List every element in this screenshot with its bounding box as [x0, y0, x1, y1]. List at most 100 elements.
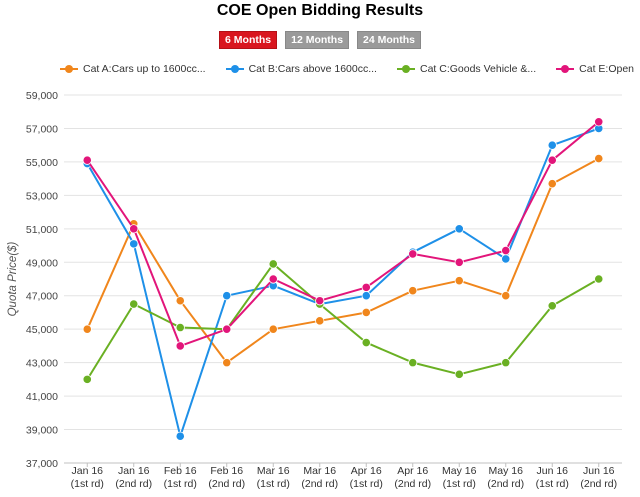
y-tick-label: 49,000	[26, 257, 58, 269]
x-tick-label: (1st rd)	[350, 478, 383, 490]
data-point-cat-e	[268, 274, 278, 284]
y-tick-label: 45,000	[26, 324, 58, 336]
y-tick-label: 51,000	[26, 224, 58, 236]
legend-marker-cat-a	[60, 64, 78, 74]
range-button-24-months[interactable]: 24 Months	[357, 31, 421, 49]
data-point-cat-c	[361, 337, 371, 348]
data-point-cat-a	[175, 296, 185, 306]
data-point-cat-b	[454, 224, 464, 234]
x-tick-label: Feb 16	[210, 465, 243, 477]
data-point-cat-c	[129, 299, 139, 309]
y-tick-label: 39,000	[26, 425, 58, 437]
y-tick-label: 53,000	[26, 190, 58, 202]
data-point-cat-a	[594, 153, 604, 164]
data-point-cat-b	[175, 431, 185, 441]
y-tick-label: 59,000	[26, 90, 58, 102]
data-point-cat-c	[175, 322, 185, 333]
x-tick-label: May 16	[442, 465, 477, 477]
x-tick-label: May 16	[489, 465, 524, 477]
data-point-cat-b	[222, 291, 232, 301]
data-point-cat-e	[408, 249, 418, 259]
legend-label-cat-a: Cat A:Cars up to 1600cc...	[83, 63, 206, 75]
data-point-cat-b	[547, 140, 557, 150]
y-tick-label: 47,000	[26, 291, 58, 303]
legend-label-cat-b: Cat B:Cars above 1600cc...	[248, 63, 377, 75]
data-point-cat-c	[408, 358, 418, 368]
x-tick-label: (2nd rd)	[487, 478, 524, 490]
legend-label-cat-e: Cat E:Open	[579, 63, 635, 75]
x-tick-label: (2nd rd)	[580, 478, 617, 490]
data-point-cat-a	[501, 291, 511, 301]
legend-label-cat-c: Cat C:Goods Vehicle &...	[419, 63, 537, 75]
series-line-cat-e	[86, 121, 600, 347]
data-point-cat-e	[129, 224, 139, 234]
x-tick-label: (2nd rd)	[301, 478, 338, 490]
x-tick-label: (1st rd)	[257, 478, 290, 490]
range-selector: 6 Months 12 Months 24 Months	[0, 31, 640, 49]
data-point-cat-a	[82, 324, 92, 334]
x-tick-label: Mar 16	[303, 465, 336, 477]
x-tick-label: (1st rd)	[443, 478, 476, 490]
legend-marker-cat-e	[556, 64, 575, 74]
legend-item-cat-b[interactable]: Cat B:Cars above 1600cc...	[225, 63, 377, 75]
y-axis-label: Quota Price($)	[7, 241, 19, 316]
x-tick-label: Jun 16	[583, 465, 615, 477]
y-tick-label: 37,000	[26, 458, 58, 470]
data-point-cat-a	[315, 316, 325, 326]
x-tick-label: Mar 16	[257, 465, 290, 477]
x-tick-label: (2nd rd)	[115, 478, 152, 490]
series-line-cat-a	[86, 157, 600, 364]
data-point-cat-a	[408, 286, 418, 296]
data-point-cat-c	[594, 274, 604, 284]
data-point-cat-e	[454, 257, 464, 267]
data-point-cat-e	[315, 296, 325, 306]
legend-item-cat-e[interactable]: Cat E:Open	[556, 63, 634, 75]
y-tick-label: 57,000	[26, 123, 58, 135]
range-button-12-months[interactable]: 12 Months	[285, 31, 350, 49]
data-point-cat-a	[454, 276, 464, 286]
data-point-cat-e	[82, 155, 92, 165]
range-button-6-months[interactable]: 6 Months	[219, 31, 278, 49]
data-point-cat-b	[129, 239, 139, 249]
data-point-cat-a	[547, 179, 557, 189]
chart-legend: Cat A:Cars up to 1600cc... Cat B:Cars ab…	[60, 63, 640, 75]
x-tick-label: (2nd rd)	[208, 478, 245, 490]
x-tick-label: Jan 16	[71, 465, 103, 477]
data-point-cat-a	[222, 358, 232, 368]
legend-item-cat-c[interactable]: Cat C:Goods Vehicle &...	[396, 63, 537, 75]
data-point-cat-e	[222, 324, 232, 334]
x-tick-label: (2nd rd)	[394, 478, 431, 490]
data-point-cat-e	[594, 117, 604, 127]
data-point-cat-c	[547, 301, 557, 311]
data-point-cat-a	[268, 324, 278, 334]
x-tick-label: (1st rd)	[164, 478, 197, 490]
x-tick-label: (1st rd)	[536, 478, 569, 490]
data-point-cat-c	[501, 358, 511, 368]
data-point-cat-c	[268, 259, 278, 269]
legend-marker-cat-c	[396, 64, 415, 74]
data-point-cat-b	[501, 254, 511, 264]
data-point-cat-e	[501, 245, 511, 256]
data-point-cat-e	[361, 282, 371, 292]
y-tick-label: 43,000	[26, 358, 58, 370]
data-point-cat-e	[175, 341, 185, 351]
data-point-cat-b	[361, 291, 371, 301]
x-tick-label: Jun 16	[536, 465, 568, 477]
x-tick-label: Feb 16	[164, 465, 197, 477]
chart-title: COE Open Bidding Results	[216, 2, 424, 19]
series-line-cat-c	[86, 262, 600, 380]
data-point-cat-a	[361, 307, 371, 318]
series-line-cat-b	[86, 127, 600, 438]
x-tick-label: Apr 16	[351, 465, 382, 477]
x-tick-label: (1st rd)	[71, 478, 104, 490]
x-tick-label: Apr 16	[397, 465, 428, 477]
x-tick-label: Jan 16	[118, 465, 150, 477]
data-point-cat-c	[454, 369, 464, 379]
legend-marker-cat-b	[225, 64, 244, 74]
y-tick-label: 55,000	[26, 157, 58, 169]
data-point-cat-c	[82, 374, 92, 384]
data-point-cat-e	[547, 155, 557, 165]
legend-item-cat-a[interactable]: Cat A:Cars up to 1600cc...	[60, 63, 206, 75]
y-tick-label: 41,000	[26, 391, 58, 403]
